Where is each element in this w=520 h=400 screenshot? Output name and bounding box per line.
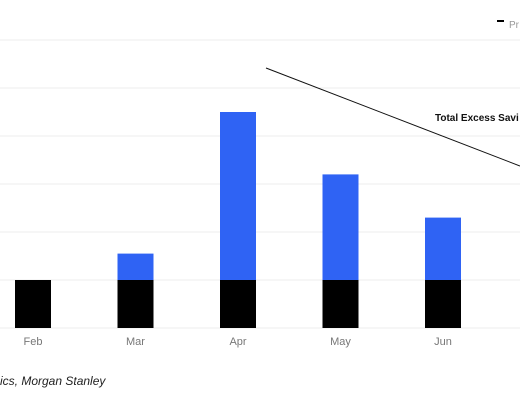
bar-mar-segment-1 xyxy=(117,280,154,328)
bar-mar-segment-2 xyxy=(117,253,154,280)
x-tick-label-jun: Jun xyxy=(434,336,452,348)
annotation-leader-line xyxy=(265,67,520,167)
bar-jun-segment-1 xyxy=(425,280,461,328)
bar-apr-segment-2 xyxy=(220,112,256,280)
x-axis-tick-labels: Feb Mar Apr May Jun xyxy=(24,336,452,348)
annotation-label: Total Excess Savi xyxy=(435,113,519,124)
x-tick-label-may: May xyxy=(330,336,351,348)
bar-may-segment-2 xyxy=(322,174,359,280)
source-note: ics, Morgan Stanley xyxy=(0,374,106,388)
legend-swatch xyxy=(497,20,504,22)
x-tick-label-mar: Mar xyxy=(126,336,145,348)
bar-jun-segment-2 xyxy=(425,217,461,280)
bar-may-segment-1 xyxy=(322,280,359,328)
legend-label: Pr xyxy=(509,20,520,31)
gridlines xyxy=(0,39,520,329)
x-tick-label-apr: Apr xyxy=(229,336,246,348)
legend: Pr xyxy=(497,20,520,31)
x-tick-label-feb: Feb xyxy=(24,336,43,348)
bar-feb-segment-1 xyxy=(15,280,51,328)
bar-apr-segment-1 xyxy=(220,280,256,328)
bars xyxy=(15,112,461,328)
